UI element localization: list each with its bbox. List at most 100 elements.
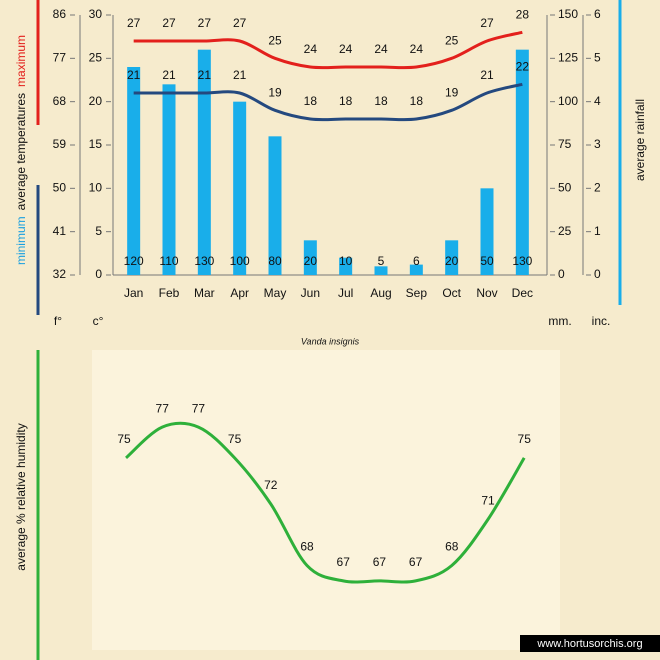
x-tick-label: Sep xyxy=(406,286,428,300)
data-label: 27 xyxy=(480,16,494,30)
tick-label: 68 xyxy=(53,94,67,108)
bar xyxy=(480,188,494,275)
line xyxy=(133,82,523,122)
bar-label: 80 xyxy=(268,254,282,268)
min-label: minimum xyxy=(14,216,28,265)
tick-label: 125 xyxy=(558,51,578,65)
tick-label: 32 xyxy=(53,267,67,281)
tick-label: 5 xyxy=(95,224,102,238)
line xyxy=(133,30,523,70)
watermark-bg xyxy=(520,635,660,652)
unit-label: f° xyxy=(54,314,62,328)
tick-label: 1 xyxy=(594,224,601,238)
bar-label: 5 xyxy=(378,254,385,268)
x-tick-label: Aug xyxy=(370,286,391,300)
data-label: 67 xyxy=(337,555,351,569)
y2-axis-label: average rainfall xyxy=(633,99,647,181)
data-label: 75 xyxy=(228,432,242,446)
bar-label: 50 xyxy=(480,254,494,268)
tick-label: 50 xyxy=(53,181,67,195)
bar xyxy=(515,49,529,275)
tick-label: 20 xyxy=(89,94,103,108)
watermark: www.hortusorchis.org xyxy=(536,638,642,650)
tick-label: 0 xyxy=(594,267,601,281)
x-tick-label: Dec xyxy=(512,286,533,300)
data-label: 24 xyxy=(304,42,318,56)
x-tick-label: May xyxy=(264,286,287,300)
data-label: 21 xyxy=(198,68,212,82)
tick-label: 25 xyxy=(89,51,103,65)
data-label: 77 xyxy=(192,401,206,415)
data-label: 72 xyxy=(264,478,278,492)
data-label: 75 xyxy=(518,432,532,446)
temp-label: average temperatures xyxy=(14,93,28,210)
data-label: 75 xyxy=(117,432,131,446)
bar-label: 20 xyxy=(304,254,318,268)
humidity-axis-label: average % relative humidity xyxy=(14,423,28,570)
data-label: 18 xyxy=(410,94,424,108)
data-label: 24 xyxy=(410,42,424,56)
data-label: 21 xyxy=(162,68,176,82)
data-label: 77 xyxy=(156,401,170,415)
line xyxy=(124,421,526,584)
unit-label: c° xyxy=(93,314,104,328)
tick-label: 10 xyxy=(89,181,103,195)
tick-label: 0 xyxy=(558,267,565,281)
humidity-panel xyxy=(92,350,560,650)
bar xyxy=(445,240,459,275)
x-tick-label: Apr xyxy=(230,286,249,300)
data-label: 27 xyxy=(162,16,176,30)
bar xyxy=(339,257,353,275)
tick-label: 25 xyxy=(558,224,572,238)
data-label: 18 xyxy=(304,94,318,108)
data-label: 18 xyxy=(339,94,353,108)
data-label: 22 xyxy=(516,60,530,74)
x-tick-label: Nov xyxy=(476,286,497,300)
bar-label: 20 xyxy=(445,254,459,268)
x-tick-label: Mar xyxy=(194,286,215,300)
data-label: 19 xyxy=(445,86,459,100)
data-label: 24 xyxy=(374,42,388,56)
data-label: 27 xyxy=(198,16,212,30)
bar-label: 120 xyxy=(124,254,144,268)
tick-label: 0 xyxy=(95,267,102,281)
tick-label: 30 xyxy=(89,7,103,21)
tick-label: 50 xyxy=(558,181,572,195)
x-tick-label: Feb xyxy=(159,286,180,300)
bar xyxy=(127,67,141,275)
data-label: 25 xyxy=(445,34,459,48)
data-label: 25 xyxy=(268,34,282,48)
data-label: 19 xyxy=(268,86,282,100)
tick-label: 6 xyxy=(594,7,601,21)
bar xyxy=(162,84,176,275)
bar xyxy=(409,264,423,275)
tick-label: 150 xyxy=(558,7,578,21)
y-axis-label: minimum average temperatures maximum xyxy=(14,35,28,265)
tick-label: 15 xyxy=(89,137,103,151)
tick-label: 2 xyxy=(594,181,601,195)
data-label: 67 xyxy=(373,555,387,569)
data-label: 21 xyxy=(233,68,247,82)
unit-label: mm. xyxy=(548,314,571,328)
bar-label: 130 xyxy=(194,254,214,268)
bar-label: 6 xyxy=(413,254,420,268)
bar xyxy=(268,136,282,275)
subtitle: Vanda insignis xyxy=(301,336,360,346)
tick-label: 100 xyxy=(558,94,578,108)
tick-label: 41 xyxy=(53,224,67,238)
data-label: 24 xyxy=(339,42,353,56)
bar-label: 110 xyxy=(159,254,178,268)
data-label: 68 xyxy=(300,540,314,554)
tick-label: 86 xyxy=(53,7,67,21)
bar xyxy=(303,240,317,275)
bar xyxy=(233,101,247,276)
data-label: 28 xyxy=(516,8,530,22)
data-label: 71 xyxy=(481,494,495,508)
data-label: 27 xyxy=(127,16,141,30)
data-label: 67 xyxy=(409,555,423,569)
data-label: 21 xyxy=(480,68,494,82)
unit-label: inc. xyxy=(592,314,611,328)
data-label: 18 xyxy=(374,94,388,108)
bar-label: 10 xyxy=(339,254,353,268)
